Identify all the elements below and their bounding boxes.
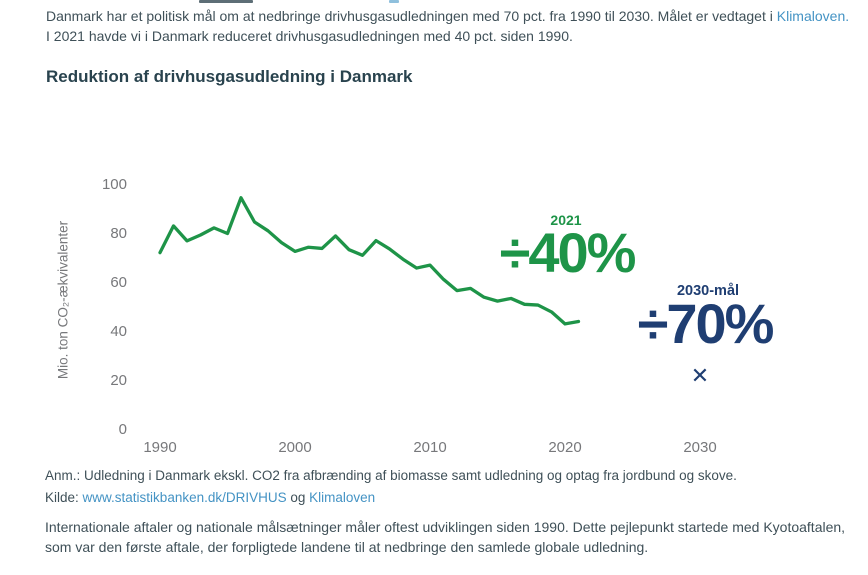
chart-title: Reduktion af drivhusgasudledning i Danma… xyxy=(46,67,413,86)
statistikbanken-link[interactable]: www.statistikbanken.dk/DRIVHUS xyxy=(82,490,287,505)
source-label: Kilde: xyxy=(45,490,79,505)
y-tick-label: 40 xyxy=(110,323,127,340)
annotation-minus-40pct: ÷40% xyxy=(499,221,637,284)
annotation-2021-label: 2021 xyxy=(550,212,582,228)
y-tick-label: 20 xyxy=(110,372,127,389)
x-tick-label: 1990 xyxy=(143,439,177,456)
intro-text-line2: I 2021 havde vi i Danmark reduceret driv… xyxy=(46,28,573,44)
klimaloven-source-link[interactable]: Klimaloven xyxy=(309,490,376,505)
source-conjunction: og xyxy=(286,490,310,505)
y-tick-label: 80 xyxy=(110,225,127,242)
y-tick-label: 60 xyxy=(110,274,127,291)
cutoff-link-fragment xyxy=(389,0,399,3)
y-tick-label: 100 xyxy=(101,176,127,193)
chart-canvas xyxy=(158,196,581,326)
outro-line1: Internationale aftaler og nationale måls… xyxy=(45,519,846,535)
x-tick-label: 2020 xyxy=(548,439,582,456)
klimaloven-link[interactable]: Klimaloven. xyxy=(776,8,850,24)
intro-paragraph: Danmark har et politisk mål om at nedbri… xyxy=(46,6,849,46)
emissions-line-chart: 0 20 40 60 80 100 1990 2000 2010 2020 2030 Mio. t… xyxy=(0,95,868,460)
annotation-2030-goal-label: 2030-mål xyxy=(676,283,740,299)
emissions-series-line xyxy=(158,196,581,326)
target-x-marker: ✕ xyxy=(690,363,710,389)
y-axis-title: Mio. ton CO₂-ækvivalenter xyxy=(55,220,71,380)
source-line: Kilde: www.statistikbanken.dk/DRIVHUS og… xyxy=(45,490,375,505)
cutoff-text-fragment xyxy=(199,0,253,3)
outro-line2: som var den første aftale, der forpligte… xyxy=(45,539,649,555)
x-tick-label: 2000 xyxy=(278,439,312,456)
outro-paragraph: Internationale aftaler og nationale måls… xyxy=(45,517,845,557)
x-tick-label: 2010 xyxy=(413,439,447,456)
annotation-minus-70pct: ÷70% xyxy=(637,292,775,355)
y-tick-label: 0 xyxy=(118,421,127,438)
footnote-anm: Anm.: Udledning i Danmark ekskl. CO2 fra… xyxy=(45,468,737,483)
intro-text: Danmark har et politisk mål om at nedbri… xyxy=(46,8,773,24)
x-tick-label: 2030 xyxy=(683,439,717,456)
